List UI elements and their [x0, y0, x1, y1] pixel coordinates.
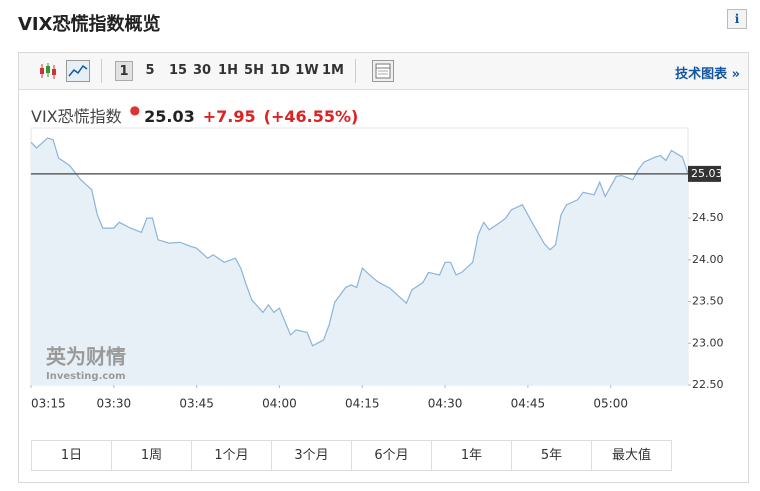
- chart: 22.50 23.00 23.50 24.00 24.50 03:15 03:30 03:45…: [30, 127, 724, 411]
- price-line: [30, 137, 689, 347]
- interval-button[interactable]: 1: [115, 61, 133, 81]
- range-tab[interactable]: 1周: [112, 441, 192, 470]
- separator: [101, 59, 102, 83]
- quote-change-pct: (+46.55%): [263, 107, 359, 126]
- range-tab[interactable]: 3个月: [272, 441, 352, 470]
- status-dot: ●: [129, 103, 141, 117]
- y-tick-label: 24.50: [692, 211, 724, 224]
- quote-name: VIX恐慌指数: [31, 107, 122, 126]
- y-tick-label: 23.50: [692, 295, 724, 308]
- last-value-box: [688, 165, 721, 182]
- watermark-site: Investing.com: [46, 371, 126, 382]
- interval-button[interactable]: 15: [168, 63, 188, 78]
- range-tab[interactable]: 1日: [32, 441, 112, 470]
- x-tick-label: 04:00: [262, 397, 297, 411]
- x-tick-label: 03:30: [97, 397, 132, 411]
- range-tab[interactable]: 最大值: [611, 448, 651, 463]
- x-tick-label: 03:15: [31, 397, 66, 411]
- line-icon[interactable]: [66, 60, 90, 82]
- range-tab[interactable]: 6个月: [352, 441, 432, 470]
- range-tabs: 1日 1周 1个月 3个月 6个月 1年 5年 最大值: [31, 440, 672, 471]
- interval-button[interactable]: 1H: [218, 63, 238, 78]
- x-tick-label: 04:45: [511, 397, 546, 411]
- x-tick-label: 04:15: [345, 397, 380, 411]
- interval-button[interactable]: 5: [145, 63, 155, 78]
- quote-change: +7.95: [202, 107, 256, 126]
- y-tick-label: 24.00: [692, 253, 724, 266]
- interval-button[interactable]: 30: [192, 63, 212, 78]
- separator: [355, 59, 356, 83]
- watermark: 英为财情 Investing.com: [46, 345, 126, 383]
- y-tick-label: 23.00: [692, 336, 724, 349]
- watermark-brand: 英为财情: [46, 345, 126, 369]
- area: [31, 138, 688, 385]
- last-value-label: 25.03: [691, 167, 723, 180]
- page-title: VIX恐慌指数概览: [18, 14, 161, 35]
- y-tick-label: 22.50: [692, 378, 724, 391]
- toolbar: 1 5 15 30 1H 5H 1D 1W 1M 技术图表 »: [19, 53, 748, 90]
- x-tick-label: 04:30: [428, 397, 463, 411]
- quote-line: VIX恐慌指数 ● 25.03 +7.95 (+46.55%): [31, 103, 366, 127]
- candle-icon[interactable]: [39, 62, 57, 80]
- range-tab[interactable]: 5年: [512, 441, 592, 470]
- interval-button[interactable]: 5H: [244, 63, 264, 78]
- interval-button[interactable]: 1D: [270, 63, 290, 78]
- x-tick-label: 03:45: [179, 397, 214, 411]
- chart-panel: 1 5 15 30 1H 5H 1D 1W 1M 技术图表 » VIX恐慌指数 ● 25.03 +7.…: [18, 52, 749, 483]
- quote-price: 25.03: [144, 107, 195, 126]
- interval-button[interactable]: 1W: [295, 63, 319, 78]
- interval-button[interactable]: 1M: [322, 63, 344, 78]
- x-tick-label: 05:00: [593, 397, 628, 411]
- table-icon[interactable]: [372, 60, 394, 82]
- range-tab[interactable]: 1年: [432, 441, 512, 470]
- range-tab[interactable]: 1个月: [192, 441, 272, 470]
- info-button[interactable]: i: [727, 9, 747, 29]
- technical-chart-link[interactable]: 技术图表 »: [675, 67, 740, 82]
